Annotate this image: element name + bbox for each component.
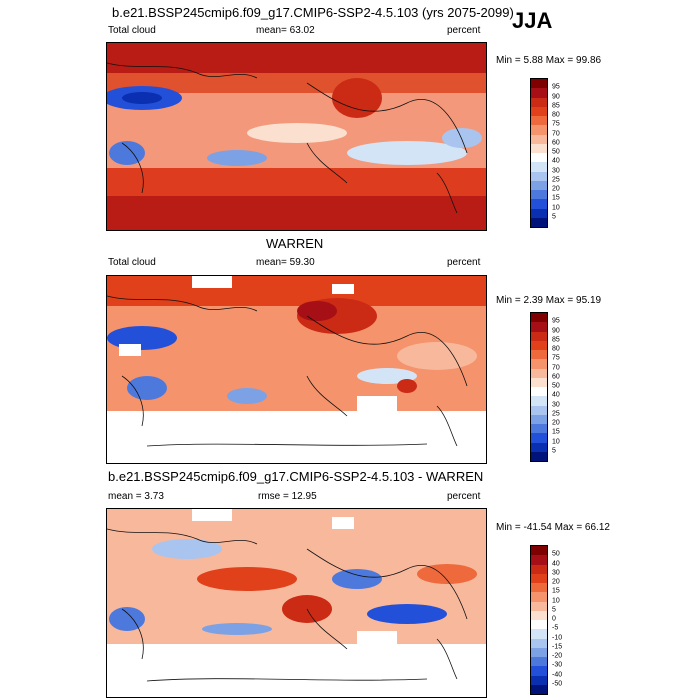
panel-2-minmax: Min = 2.39 Max = 95.19 [496,295,602,306]
colorbar-tick-label: -15 [552,643,563,651]
colorbar-tick-label: 10 [552,204,560,211]
panel-1-map-graphic [107,43,486,230]
colorbar-tick-label: 85 [552,336,560,344]
colorbar-tick-label: 30 [552,401,560,408]
colorbar-tick-label: 90 [552,93,560,100]
colorbar-tick-label: 15 [552,428,560,436]
colorbar-tick-label: 70 [552,130,560,137]
colorbar-tick-label: -5 [552,624,559,632]
panel-1-map [106,42,487,231]
panel-1-minmax: Min = 5.88 Max = 99.86 [496,55,602,66]
colorbar-tick-label: 75 [552,120,560,128]
panel-1-colorbar [530,78,548,228]
colorbar-tick-label: 15 [552,587,560,595]
colorbar-tick-label: 10 [552,438,560,445]
colorbar-tick-label: 40 [552,560,560,567]
panel-2-title: WARREN [266,236,324,251]
panel-1-field-label: Total cloud [108,25,156,36]
colorbar-tick-label: 50 [552,148,560,156]
colorbar-tick-label: 95 [552,317,560,325]
panel-1-mean: mean= 63.02 [256,25,315,36]
colorbar-tick-label: 15 [552,194,560,202]
colorbar-tick-label: 60 [552,373,560,381]
colorbar-tick-label: 30 [552,167,560,174]
panel-1-title: b.e21.BSSP245cmip6.f09_g17.CMIP6-SSP2-4.… [112,5,514,20]
colorbar-tick-label: 30 [552,569,560,577]
colorbar-tick-label: 75 [552,354,560,362]
colorbar-tick-label: 80 [552,345,560,353]
colorbar-tick-label: 25 [552,176,560,184]
colorbar-tick-label: 5 [552,213,556,221]
panel-3-map-graphic [107,509,486,697]
panel-3-map [106,508,487,698]
panel-3-colorbar [530,545,548,695]
colorbar-tick-label: 20 [552,578,560,586]
colorbar-tick-label: 95 [552,83,560,91]
panel-3-rmse: rmse = 12.95 [258,491,317,502]
colorbar-tick-label: 40 [552,157,560,165]
panel-2-colorbar [530,312,548,462]
colorbar-tick-label: 20 [552,185,560,193]
colorbar-tick-label: -20 [552,652,563,660]
panel-3-units: percent [447,491,481,502]
panel-2-units: percent [447,257,481,268]
panel-2-map-graphic [107,276,486,463]
panel-3-minmax: Min = -41.54 Max = 66.12 [496,522,610,533]
panel-1-units: percent [447,25,481,36]
colorbar-tick-label: 40 [552,391,560,399]
panel-2-map [106,275,487,464]
colorbar-tick-label: -30 [552,661,563,669]
colorbar-tick-label: 10 [552,597,560,604]
panel-3-title: b.e21.BSSP245cmip6.f09_g17.CMIP6-SSP2-4.… [108,469,484,484]
panel-2-field-label: Total cloud [108,257,156,268]
colorbar-tick-label: 85 [552,102,560,110]
colorbar-tick-label: 5 [552,606,556,614]
season-label: JJA [512,8,553,33]
colorbar-tick-label: 60 [552,139,560,147]
colorbar-tick-label: -10 [552,634,563,641]
colorbar-tick-label: 90 [552,327,560,334]
colorbar-tick-label: 50 [552,550,560,558]
colorbar-tick-label: -50 [552,680,563,688]
colorbar-tick-label: 5 [552,447,556,455]
panel-2-mean: mean= 59.30 [256,257,315,268]
colorbar-tick-label: 70 [552,364,560,371]
colorbar-tick-label: 20 [552,419,560,427]
panel-3-mean: mean = 3.73 [108,491,164,502]
colorbar-tick-label: 80 [552,111,560,119]
colorbar-tick-label: 50 [552,382,560,390]
colorbar-tick-label: 25 [552,410,560,418]
colorbar-tick-label: -40 [552,671,563,678]
colorbar-tick-label: 0 [552,615,556,623]
